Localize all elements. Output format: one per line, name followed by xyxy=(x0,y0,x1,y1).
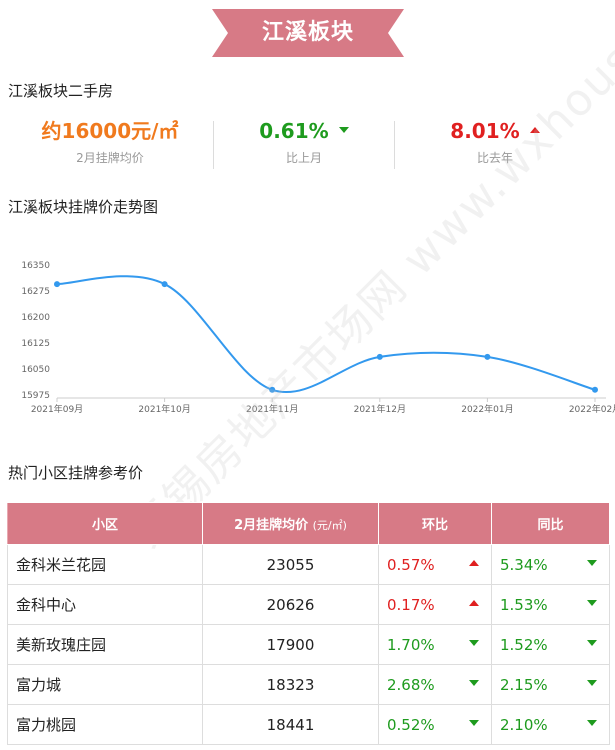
community-name: 金科米兰花园 xyxy=(7,544,203,585)
data-point xyxy=(592,386,598,393)
arrow-down-icon xyxy=(587,680,597,686)
arrow-up-icon xyxy=(529,126,540,133)
community-name: 富力桃园 xyxy=(7,704,203,745)
header-yoy: 同比 xyxy=(491,502,610,545)
community-yoy-value: 1.52% xyxy=(500,635,548,654)
community-yoy: 5.34% xyxy=(491,544,610,585)
y-tick-label: 16200 xyxy=(21,313,50,323)
x-tick-label: 2022年02月 xyxy=(569,403,615,415)
arrow-up-icon xyxy=(469,600,479,606)
community-price: 20626 xyxy=(202,584,379,625)
arrow-down-icon xyxy=(469,720,479,726)
table-title: 热门小区挂牌参考价 xyxy=(8,464,144,482)
community-price: 17900 xyxy=(202,624,379,665)
community-yoy-value: 2.15% xyxy=(500,675,548,694)
community-mom: 0.17% xyxy=(378,584,492,625)
stat-yoy: 8.01% 比去年 xyxy=(395,118,595,166)
community-yoy: 2.15% xyxy=(491,664,610,705)
data-point xyxy=(269,386,276,393)
stat-mom-number: 0.61% xyxy=(259,119,329,143)
arrow-down-icon xyxy=(338,126,349,133)
price-trend-chart: 16350 16275 16200 16125 16050 15975 2021年09月 20… xyxy=(21,261,615,415)
x-tick-label: 2021年12月 xyxy=(354,403,406,415)
table-header-row: 小区 2月挂牌均价 (元/㎡) 环比 同比 xyxy=(7,502,610,545)
community-price: 18323 xyxy=(202,664,379,705)
arrow-down-icon xyxy=(587,600,597,606)
data-point xyxy=(161,281,168,288)
community-mom-value: 1.70% xyxy=(387,635,435,654)
community-mom: 1.70% xyxy=(378,624,492,665)
stat-price-label: 2月挂牌均价 xyxy=(76,151,144,165)
stat-yoy-value: 8.01% xyxy=(395,118,595,144)
arrow-down-icon xyxy=(587,560,597,566)
stat-yoy-number: 8.01% xyxy=(450,119,520,143)
community-mom-value: 0.17% xyxy=(387,595,435,614)
series-line xyxy=(56,275,596,393)
y-tick-label: 16275 xyxy=(21,287,50,297)
community-price-table: 小区 2月挂牌均价 (元/㎡) 环比 同比 金科米兰花园 23055 0.57% 5.… xyxy=(7,502,610,745)
header-mom: 环比 xyxy=(378,502,492,545)
banner-title: 江溪板块 xyxy=(261,20,354,45)
x-tick-label: 2022年01月 xyxy=(461,403,513,415)
community-yoy: 1.52% xyxy=(491,624,610,665)
banner-shape xyxy=(212,9,404,57)
summary-title: 江溪板块二手房 xyxy=(8,82,114,100)
table-row: 富力城 18323 2.68% 2.15% xyxy=(7,664,610,705)
community-mom-value: 0.52% xyxy=(387,715,435,734)
stat-price-value: 约16000元/㎡ xyxy=(41,119,179,143)
community-mom-value: 0.57% xyxy=(387,555,435,574)
stat-divider xyxy=(213,121,214,169)
community-price: 18441 xyxy=(202,704,379,745)
header-price: 2月挂牌均价 (元/㎡) xyxy=(202,502,379,545)
stat-mom-label: 比上月 xyxy=(285,151,322,165)
header-price-label: 2月挂牌均价 xyxy=(234,518,309,533)
community-yoy-value: 1.53% xyxy=(500,595,548,614)
community-yoy: 1.53% xyxy=(491,584,610,625)
arrow-down-icon xyxy=(469,640,479,646)
community-name: 富力城 xyxy=(7,664,203,705)
arrow-down-icon xyxy=(469,680,479,686)
y-tick-label: 16050 xyxy=(21,365,50,375)
banner-ribbon xyxy=(212,9,404,57)
community-mom: 0.52% xyxy=(378,704,492,745)
table-row: 富力桃园 18441 0.52% 2.10% xyxy=(7,704,610,745)
table-row: 美新玫瑰庄园 17900 1.70% 1.52% xyxy=(7,624,610,665)
header-name: 小区 xyxy=(7,502,203,545)
community-mom-value: 2.68% xyxy=(387,675,435,694)
y-tick-label: 16125 xyxy=(21,339,50,349)
community-yoy-value: 5.34% xyxy=(500,555,548,574)
header-price-unit: (元/㎡) xyxy=(312,519,347,532)
y-tick-label: 16350 xyxy=(21,261,50,271)
stat-price: 约16000元/㎡ 2月挂牌均价 xyxy=(18,118,202,166)
community-price: 23055 xyxy=(202,544,379,585)
table-row: 金科中心 20626 0.17% 1.53% xyxy=(7,584,610,625)
data-point xyxy=(484,353,491,360)
x-tick-label: 2021年09月 xyxy=(31,403,83,415)
x-tick-label: 2021年11月 xyxy=(246,403,298,415)
stat-mom: 0.61% 比上月 xyxy=(214,118,394,166)
stat-yoy-label: 比去年 xyxy=(476,151,513,165)
arrow-up-icon xyxy=(469,560,479,566)
x-tick-label: 2021年10月 xyxy=(138,403,190,415)
community-yoy: 2.10% xyxy=(491,704,610,745)
y-tick-label: 15975 xyxy=(21,391,50,401)
arrow-down-icon xyxy=(587,640,597,646)
community-mom: 2.68% xyxy=(378,664,492,705)
community-name: 金科中心 xyxy=(7,584,203,625)
chart-title: 江溪板块挂牌价走势图 xyxy=(8,198,159,216)
community-mom: 0.57% xyxy=(378,544,492,585)
stat-mom-value: 0.61% xyxy=(214,118,394,144)
table-row: 金科米兰花园 23055 0.57% 5.34% xyxy=(7,544,610,585)
arrow-down-icon xyxy=(587,720,597,726)
data-point xyxy=(54,281,60,288)
stat-divider xyxy=(394,121,395,169)
data-point xyxy=(376,353,383,360)
community-yoy-value: 2.10% xyxy=(500,715,548,734)
community-name: 美新玫瑰庄园 xyxy=(7,624,203,665)
